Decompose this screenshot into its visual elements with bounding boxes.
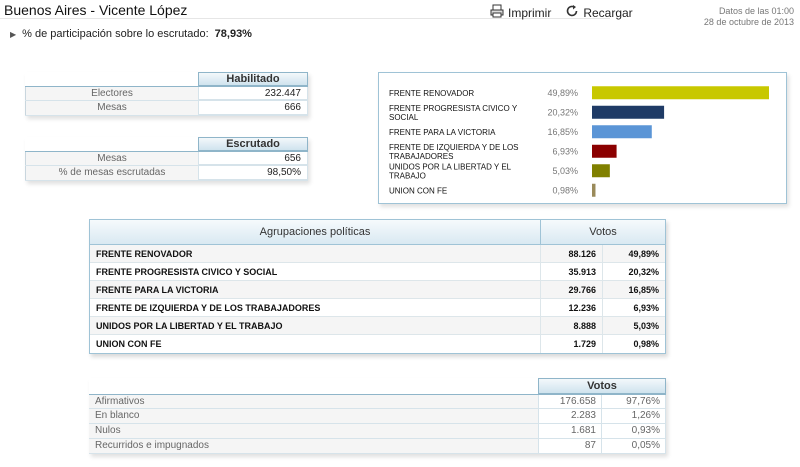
table-row: Recurridos e impugnados 87 0,05% — [89, 439, 666, 454]
chart-bar — [592, 86, 769, 100]
escrutado-header: Escrutado — [198, 137, 308, 151]
party-votes: 1.729 — [541, 335, 603, 353]
table-row: Afirmativos 176.658 97,76% — [89, 394, 666, 409]
row-percent: 0,05% — [602, 439, 666, 453]
results-table: Agrupaciones políticas Votos FRENTE RENO… — [89, 219, 666, 354]
row-value: 98,50% — [198, 166, 308, 180]
toolbar: Imprimir Recargar — [490, 4, 633, 21]
reload-button[interactable]: Recargar — [565, 4, 633, 21]
party-name: UNION CON FE — [90, 335, 541, 353]
participation-value: 78,93% — [214, 28, 252, 40]
party-percent: 6,93% — [633, 303, 659, 313]
chart-category-label: FRENTE RENOVADOR — [389, 89, 474, 98]
party-name: FRENTE PARA LA VICTORIA — [90, 281, 541, 298]
row-votes: 176.658 — [538, 395, 602, 408]
chart-bar — [592, 183, 596, 197]
print-button[interactable]: Imprimir — [490, 4, 551, 21]
page-title: Buenos Aires - Vicente López — [4, 2, 188, 18]
column-header-votes: Votos — [589, 226, 617, 238]
chart-value-label: 6,93% — [552, 146, 578, 156]
table-row: FRENTE RENOVADOR 88.126 49,89% — [90, 245, 665, 263]
party-votes: 35.913 — [541, 263, 603, 280]
row-votes: 87 — [538, 439, 602, 453]
escrutado-table: Escrutado Mesas 656 % de mesas escrutada… — [25, 137, 308, 181]
row-votes: 1.681 — [538, 424, 602, 438]
data-time: Datos de las 01:00 — [718, 6, 794, 16]
chart-category-label: FRENTE PROGRESISTA CIVICO Y SOCIAL — [389, 104, 518, 122]
row-label: Afirmativos — [89, 395, 538, 408]
party-name: UNIDOS POR LA LIBERTAD Y EL TRABAJO — [90, 317, 541, 334]
row-value: 656 — [198, 152, 308, 165]
chart-value-label: 16,85% — [547, 127, 578, 137]
column-header-party: Agrupaciones políticas — [90, 220, 541, 244]
printer-icon — [490, 4, 504, 21]
reload-label: Recargar — [583, 5, 633, 20]
chart-value-label: 49,89% — [547, 88, 578, 98]
party-votes: 12.236 — [541, 299, 603, 316]
participation-label: % de participación sobre lo escrutado: — [22, 28, 209, 40]
party-percent: 49,89% — [628, 249, 659, 259]
chart-value-label: 0,98% — [552, 185, 578, 195]
chart-bar — [592, 105, 665, 119]
print-label: Imprimir — [508, 5, 552, 20]
chart-category-label: UNIDOS POR LA LIBERTAD Y EL TRABAJO — [389, 162, 512, 180]
party-votes: 8.888 — [541, 317, 603, 334]
row-percent: 1,26% — [602, 409, 666, 423]
summary-table: Votos Afirmativos 176.658 97,76% En blan… — [89, 378, 666, 454]
party-name: FRENTE DE IZQUIERDA Y DE LOS TRABAJADORE… — [90, 299, 541, 316]
row-label: Electores — [25, 87, 198, 100]
participation-summary: ▶ % de participación sobre lo escrutado:… — [10, 28, 252, 40]
title-divider — [0, 18, 610, 19]
chart-category-label: FRENTE PARA LA VICTORIA — [389, 128, 496, 137]
row-percent: 97,76% — [602, 395, 666, 408]
table-row: En blanco 2.283 1,26% — [89, 409, 666, 424]
chart-bar — [592, 125, 652, 139]
table-row: Nulos 1.681 0,93% — [89, 424, 666, 439]
party-name: FRENTE RENOVADOR — [90, 245, 541, 262]
chart-bar — [592, 164, 610, 178]
chart-value-label: 5,03% — [552, 166, 578, 176]
party-percent: 16,85% — [628, 285, 659, 295]
arrow-right-icon: ▶ — [10, 29, 17, 39]
summary-votes-header: Votos — [538, 378, 666, 394]
row-value: 666 — [198, 101, 308, 115]
chart-category-label: UNION CON FE — [389, 186, 447, 195]
table-row: FRENTE PROGRESISTA CIVICO Y SOCIAL 35.91… — [90, 263, 665, 281]
table-row: Mesas 656 — [25, 151, 308, 166]
row-label: % de mesas escrutadas — [25, 166, 198, 180]
chart-value-label: 20,32% — [547, 107, 578, 117]
habilitado-table: Habilitado Electores 232.447 Mesas 666 — [25, 72, 308, 116]
table-row: FRENTE DE IZQUIERDA Y DE LOS TRABAJADORE… — [90, 299, 665, 317]
party-votes: 88.126 — [541, 245, 603, 262]
refresh-icon — [565, 4, 579, 21]
chart-bar — [592, 144, 617, 158]
table-row: UNION CON FE 1.729 0,98% — [90, 335, 665, 353]
table-row: Mesas 666 — [25, 101, 308, 116]
row-label: Mesas — [25, 152, 198, 165]
habilitado-header: Habilitado — [198, 72, 308, 86]
party-name: FRENTE PROGRESISTA CIVICO Y SOCIAL — [90, 263, 541, 280]
table-row: UNIDOS POR LA LIBERTAD Y EL TRABAJO 8.88… — [90, 317, 665, 335]
party-percent: 0,98% — [633, 339, 659, 349]
party-votes: 29.766 — [541, 281, 603, 298]
data-date: 28 de octubre de 2013 — [703, 17, 794, 27]
row-value: 232.447 — [198, 87, 308, 100]
results-chart: FRENTE RENOVADOR 49,89% FRENTE PROGRESISTA… — [378, 72, 787, 204]
data-timestamp: Datos de las 01:00 28 de octubre de 2013 — [704, 6, 794, 28]
party-percent: 20,32% — [628, 267, 659, 277]
chart-category-label: FRENTE DE IZQUIERDA Y DE LOS TRABAJADORES — [389, 143, 519, 161]
table-row: % de mesas escrutadas 98,50% — [25, 166, 308, 181]
bar-chart: FRENTE RENOVADOR 49,89% FRENTE PROGRESISTA… — [389, 86, 769, 197]
table-row: FRENTE PARA LA VICTORIA 29.766 16,85% — [90, 281, 665, 299]
row-label: En blanco — [89, 409, 538, 423]
row-percent: 0,93% — [602, 424, 666, 438]
party-percent: 5,03% — [633, 321, 659, 331]
row-votes: 2.283 — [538, 409, 602, 423]
row-label: Recurridos e impugnados — [89, 439, 538, 453]
row-label: Mesas — [25, 101, 198, 115]
table-row: Electores 232.447 — [25, 86, 308, 101]
row-label: Nulos — [89, 424, 538, 438]
